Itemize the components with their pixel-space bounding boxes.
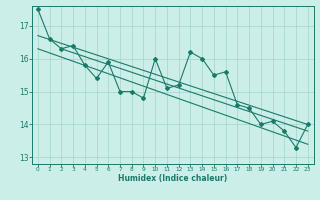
X-axis label: Humidex (Indice chaleur): Humidex (Indice chaleur) bbox=[118, 174, 228, 183]
